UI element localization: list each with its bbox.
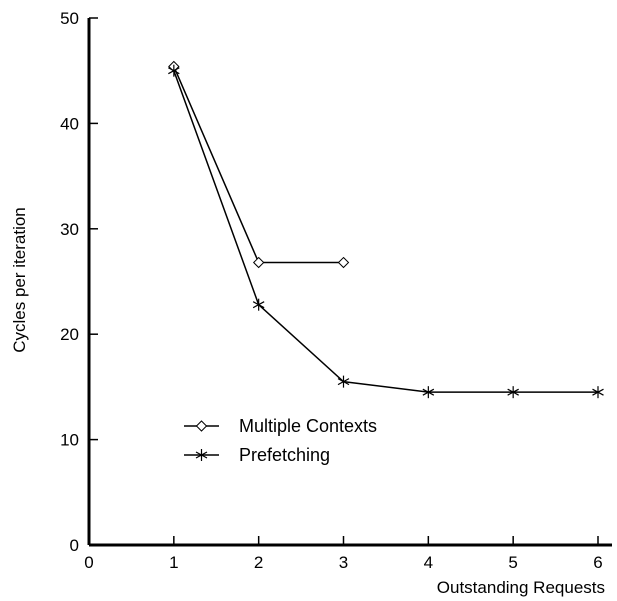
x-ticks: 0 1 2 3 4 5 6 <box>84 536 603 572</box>
x-tick-label: 6 <box>593 553 602 572</box>
y-tick-label: 40 <box>60 114 79 133</box>
y-tick-label: 20 <box>60 325 79 344</box>
y-tick-label: 50 <box>60 9 79 28</box>
x-tick-label: 4 <box>424 553 433 572</box>
x-tick-label: 3 <box>339 553 348 572</box>
x-axis-title: Outstanding Requests <box>437 578 605 597</box>
x-tick-label: 0 <box>84 553 93 572</box>
x-tick-label: 5 <box>508 553 517 572</box>
series-multiple-contexts <box>168 60 350 269</box>
y-axis-title: Cycles per iteration <box>10 207 29 353</box>
legend-label-multiple-contexts: Multiple Contexts <box>239 416 377 436</box>
x-tick-label: 2 <box>254 553 263 572</box>
data-point-asterisk <box>337 375 350 388</box>
data-point-asterisk <box>252 298 265 311</box>
series-layer <box>168 60 604 399</box>
legend: Multiple Contexts Prefetching <box>184 416 377 465</box>
data-point-diamond <box>252 256 265 269</box>
legend-diamond-marker <box>195 420 208 432</box>
y-tick-label: 0 <box>70 536 79 555</box>
data-point-asterisk <box>422 386 435 399</box>
legend-label-prefetching: Prefetching <box>239 445 330 465</box>
data-point-asterisk <box>507 386 519 399</box>
x-tick-label: 1 <box>169 553 178 572</box>
y-tick-label: 30 <box>60 220 79 239</box>
data-point-diamond <box>337 256 350 269</box>
data-point-asterisk <box>168 64 180 77</box>
series-line <box>173 70 598 393</box>
legend-asterisk-marker <box>195 449 208 461</box>
series-line <box>173 66 344 264</box>
y-tick-label: 10 <box>60 431 79 450</box>
data-point-asterisk <box>592 386 604 399</box>
y-ticks: 0 10 20 30 40 50 <box>60 9 98 555</box>
axes <box>87 18 612 547</box>
series-prefetching <box>168 64 604 399</box>
